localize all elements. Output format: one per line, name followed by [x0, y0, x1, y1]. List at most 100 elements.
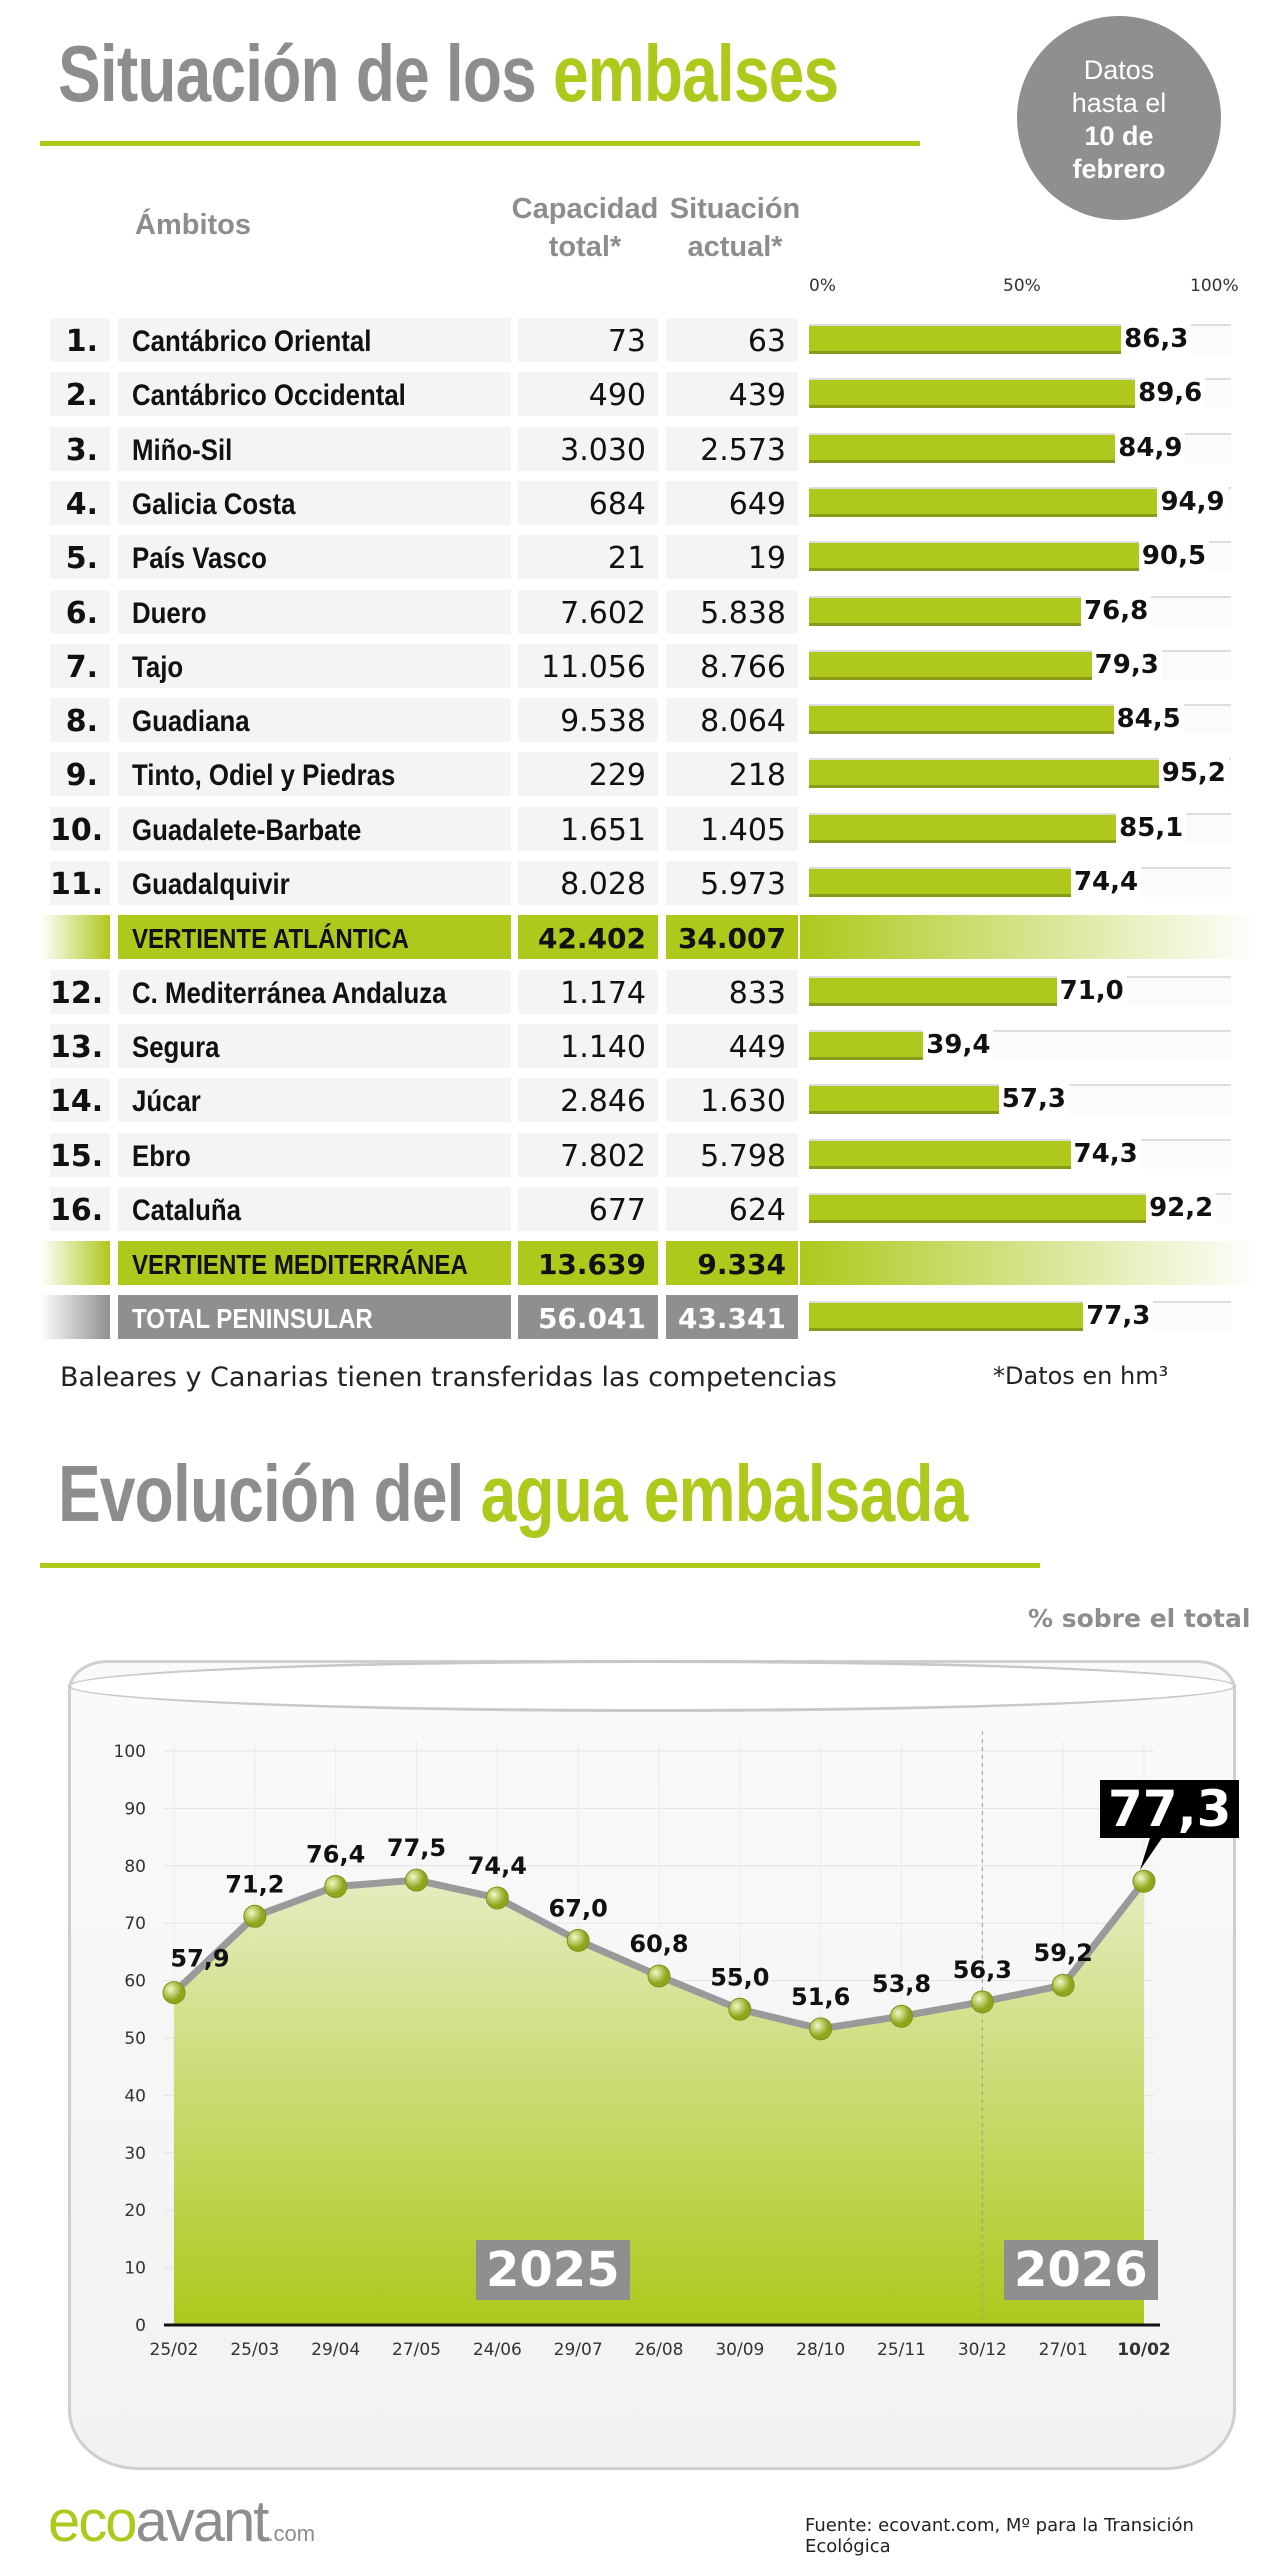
percent-bar — [809, 1303, 1136, 1332]
row-capacity: 7.802 — [518, 1132, 658, 1177]
percent-label: 84,5 — [1113, 700, 1184, 739]
row-name-cell: Cantábrico Occidental — [118, 372, 511, 417]
row-current: 449 — [666, 1023, 798, 1068]
row-current: 1.630 — [666, 1078, 798, 1123]
page-title: Situación de los embalses — [58, 29, 839, 118]
data-point — [728, 1997, 752, 2021]
data-label: 71,2 — [225, 1870, 284, 1898]
row-capacity: 42.402 — [518, 915, 658, 960]
data-point — [1051, 1973, 1075, 1997]
row-name: Cantábrico Oriental — [132, 325, 372, 358]
percent-label: 90,5 — [1138, 537, 1210, 576]
row-name-cell: Tinto, Odiel y Piedras — [118, 752, 511, 797]
row-name: Guadiana — [132, 705, 250, 739]
row-name: Duero — [132, 596, 207, 630]
row-fade — [800, 1241, 1260, 1286]
table-row: 13. Segura 1.140 449 39,4 — [0, 1023, 1280, 1072]
latest-value-callout: 77,3 — [1100, 1780, 1240, 1838]
percent-label: 71,0 — [1056, 971, 1127, 1010]
y-tick-label: 0 — [135, 2316, 146, 2336]
row-current: 5.973 — [666, 861, 798, 905]
data-point — [324, 1874, 348, 1898]
table-row: 3. Miño-Sil 3.030 2.573 84,9 — [0, 426, 1280, 475]
table-row: 11. Guadalquivir 8.028 5.973 74,4 — [0, 861, 1280, 909]
header-situacion: Situación actual* — [669, 193, 801, 263]
date-badge: Datos hasta el 10 de febrero — [1017, 16, 1221, 220]
y-tick-label: 70 — [124, 1914, 146, 1934]
row-name: Tajo — [132, 650, 184, 684]
data-point — [405, 1868, 428, 1892]
percent-bar — [809, 488, 1210, 517]
section-title: Evolución del agua embalsada — [58, 1449, 968, 1538]
row-name-cell: Galicia Costa — [118, 480, 511, 525]
row-current: 624 — [666, 1186, 798, 1231]
percent-label: 76,8 — [1081, 591, 1152, 630]
row-number — [40, 915, 110, 960]
table-row: 9. Tinto, Odiel y Piedras 229 218 95,2 — [0, 752, 1280, 800]
row-current: 439 — [666, 372, 798, 417]
unit-label: % sobre el total — [1028, 1604, 1251, 1633]
row-name-cell: Guadiana — [118, 698, 511, 743]
ecoavant-logo: ecoavant.com — [48, 2489, 316, 2554]
row-current: 8.064 — [666, 698, 798, 743]
x-tick-label: 30/12 — [958, 2340, 1007, 2360]
percent-label: 85,1 — [1116, 808, 1187, 847]
row-name-cell: TOTAL PENINSULAR — [118, 1295, 511, 1340]
data-point — [485, 1886, 509, 1910]
percent-label: 92,2 — [1146, 1188, 1217, 1227]
scale-100: 100% — [1190, 276, 1239, 296]
data-label: 57,9 — [170, 1945, 229, 1973]
row-number: 14. — [50, 1078, 110, 1123]
data-point — [162, 1981, 186, 2005]
subtotal-row: VERTIENTE MEDITERRÁNEA 13.639 9.334 — [0, 1241, 1280, 1289]
row-number — [40, 1241, 110, 1286]
row-name-cell: Guadalquivir — [118, 861, 511, 905]
header-capacidad: Capacidad total* — [511, 193, 659, 263]
year-label-2025: 2025 — [476, 2240, 630, 2300]
row-capacity: 56.041 — [518, 1295, 658, 1340]
row-name: TOTAL PENINSULAR — [132, 1303, 373, 1335]
row-name: Miño-Sil — [132, 433, 233, 467]
y-tick-label: 60 — [124, 1972, 146, 1992]
evolution-chart: 0 10 20 30 40 50 60 70 80 90 100 57,9 25/02 71,2 25/03… — [114, 1731, 1171, 2360]
percent-label: 74,3 — [1070, 1134, 1141, 1173]
row-capacity: 8.028 — [518, 861, 658, 905]
data-point — [647, 1964, 671, 1988]
row-name: Júcar — [132, 1085, 201, 1119]
table-row: 5. País Vasco 21 19 90,5 — [0, 535, 1280, 583]
row-current: 5.838 — [666, 589, 798, 634]
row-number: 7. — [50, 643, 110, 688]
row-capacity: 1.140 — [518, 1023, 658, 1068]
row-number: 16. — [50, 1186, 110, 1231]
row-capacity: 229 — [518, 752, 658, 797]
data-label: 56,3 — [953, 1956, 1012, 1984]
x-tick-label: 29/04 — [311, 2340, 360, 2360]
row-capacity: 490 — [518, 372, 658, 417]
percent-label: 86,3 — [1121, 320, 1192, 358]
row-fade — [800, 915, 1260, 960]
row-current: 19 — [666, 535, 798, 580]
row-current: 649 — [666, 480, 798, 525]
x-tick-label: 25/03 — [230, 2340, 279, 2360]
data-point — [809, 2017, 833, 2041]
row-capacity: 73 — [518, 318, 658, 362]
row-current: 218 — [666, 752, 798, 797]
row-name-cell: Júcar — [118, 1078, 511, 1123]
percent-bar — [809, 380, 1188, 409]
row-current: 43.341 — [666, 1295, 798, 1340]
scale-0: 0% — [809, 276, 836, 296]
row-name-cell: Miño-Sil — [118, 426, 511, 471]
total-row: TOTAL PENINSULAR 56.041 43.341 77,3 — [0, 1295, 1280, 1343]
row-capacity: 11.056 — [518, 643, 658, 688]
table-row: 14. Júcar 2.846 1.630 57,3 — [0, 1078, 1280, 1126]
percent-bar — [809, 597, 1134, 626]
table-row: 6. Duero 7.602 5.838 76,8 — [0, 589, 1280, 638]
row-number: 15. — [50, 1132, 110, 1177]
row-number: 3. — [50, 426, 110, 471]
row-name-cell: Cataluña — [118, 1186, 511, 1231]
area-fill — [174, 1880, 1144, 2325]
row-name-cell: Duero — [118, 589, 511, 634]
row-name: Tinto, Odiel y Piedras — [132, 759, 396, 793]
row-name-cell: Tajo — [118, 643, 511, 688]
row-name: Guadalquivir — [132, 868, 290, 901]
